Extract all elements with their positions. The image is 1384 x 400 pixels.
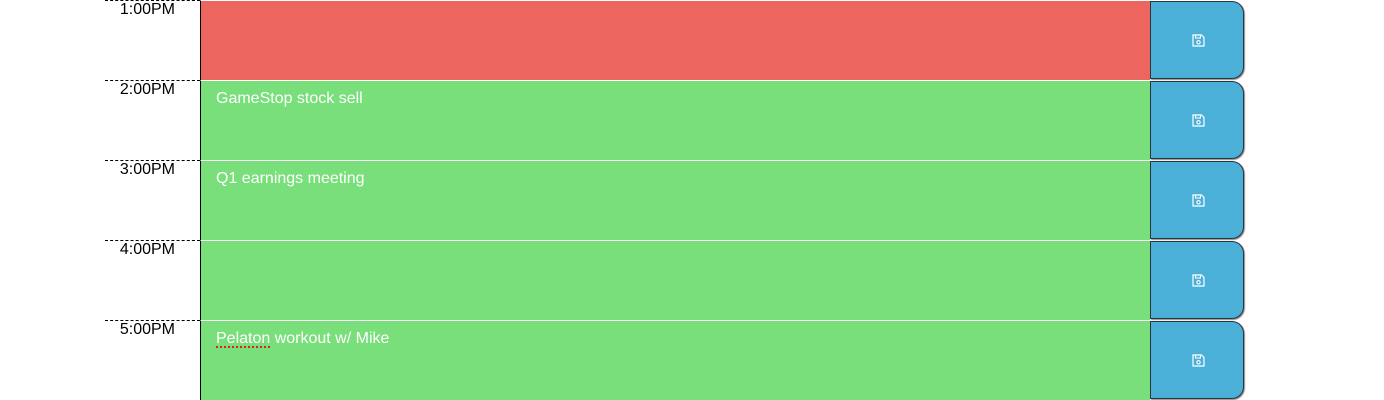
event-textarea[interactable] — [200, 0, 1150, 80]
event-textarea[interactable] — [200, 240, 1150, 320]
time-block-row: 5:00PM Pelaton workout w/ Mike — [0, 320, 1384, 400]
event-textarea[interactable]: Pelaton workout w/ Mike — [200, 320, 1150, 400]
hour-cell: 3:00PM — [105, 160, 200, 239]
event-text: GameStop stock sell — [216, 90, 363, 107]
time-block-row: 3:00PM Q1 earnings meeting — [0, 160, 1384, 240]
floppy-disk-icon — [1192, 34, 1205, 47]
hour-cell: 2:00PM — [105, 80, 200, 159]
hour-label: 4:00PM — [119, 241, 175, 258]
time-block-row: 2:00PM GameStop stock sell — [0, 80, 1384, 160]
misspelled-word: Pelaton — [216, 330, 271, 347]
save-button[interactable] — [1150, 1, 1244, 79]
event-textarea[interactable]: GameStop stock sell — [200, 80, 1150, 160]
floppy-disk-icon — [1192, 354, 1205, 367]
hour-cell: 1:00PM — [105, 0, 200, 79]
floppy-disk-icon — [1192, 274, 1205, 287]
save-button[interactable] — [1150, 161, 1244, 239]
event-text: Pelaton workout w/ Mike — [216, 330, 389, 348]
hour-cell: 4:00PM — [105, 240, 200, 319]
floppy-disk-icon — [1192, 114, 1205, 127]
hour-cell: 5:00PM — [105, 320, 200, 399]
hour-label: 2:00PM — [119, 81, 175, 98]
hour-label: 3:00PM — [119, 161, 175, 178]
event-text: Q1 earnings meeting — [216, 170, 365, 187]
save-button[interactable] — [1150, 321, 1244, 399]
event-text-rest: workout w/ Mike — [270, 330, 390, 347]
save-button[interactable] — [1150, 81, 1244, 159]
hour-label: 1:00PM — [119, 1, 175, 18]
time-block-row: 1:00PM — [0, 0, 1384, 80]
hour-label: 5:00PM — [119, 321, 175, 338]
time-block-row: 4:00PM — [0, 240, 1384, 320]
event-textarea[interactable]: Q1 earnings meeting — [200, 160, 1150, 240]
floppy-disk-icon — [1192, 194, 1205, 207]
save-button[interactable] — [1150, 241, 1244, 319]
